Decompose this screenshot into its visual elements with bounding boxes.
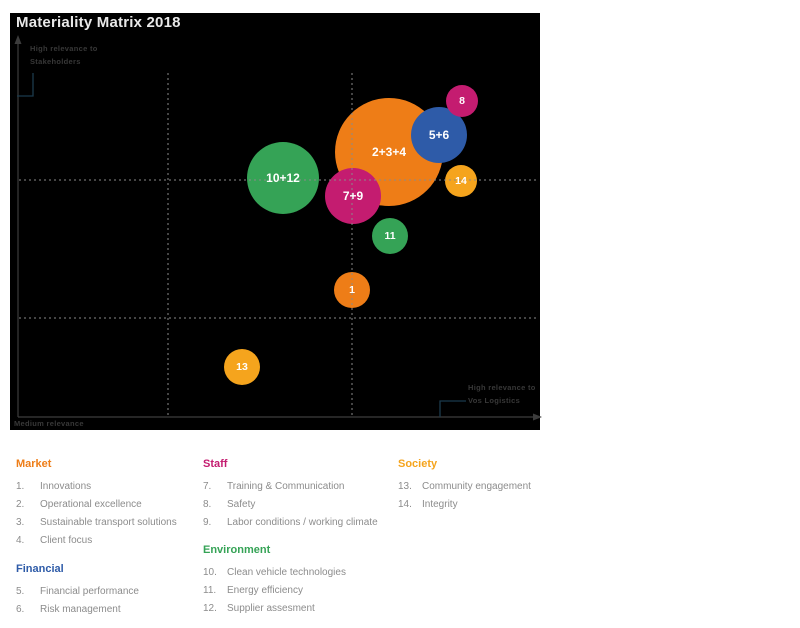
legend-item-number: 14. xyxy=(398,499,412,510)
legend-item-text: Community engagement xyxy=(422,481,531,492)
legend-item-text: Labor conditions / working climate xyxy=(227,517,378,528)
bubble-label-2+3+4: 2+3+4 xyxy=(372,145,406,159)
bubble-label-5+6: 5+6 xyxy=(429,128,450,142)
legend-header-staff: Staff xyxy=(203,458,228,470)
legend-item-9: 9. Labor conditions / working climate xyxy=(203,514,378,532)
legend-section-environment: Environment 10. Clean vehicle technologies… xyxy=(203,543,346,618)
legend-item-text: Clean vehicle technologies xyxy=(227,567,346,578)
bubble-14 xyxy=(445,165,477,197)
legend-item-number: 6. xyxy=(16,604,25,615)
chart-title: Materiality Matrix 2018 xyxy=(16,14,181,31)
legend-header-society: Society xyxy=(398,458,438,470)
x-axis-label-line1: High relevance to xyxy=(468,383,536,392)
legend-item-14: 14. Integrity xyxy=(398,496,531,514)
legend-item-6: 6. Risk management xyxy=(16,601,139,619)
legend-item-text: Supplier assesment xyxy=(227,603,315,614)
legend-section-staff: Staff 7. Training & Communication 8. Safety 9… xyxy=(203,457,378,532)
bubble-label-10+12: 10+12 xyxy=(266,171,300,185)
legend-item-number: 5. xyxy=(16,586,25,597)
legend-item-number: 3. xyxy=(16,517,25,528)
legend-item-1: 1. Innovations xyxy=(16,478,177,496)
legend-item-10: 10. Clean vehicle technologies xyxy=(203,564,346,582)
legend-section-society: Society 13. Community engagement 14. Integri… xyxy=(398,457,531,514)
legend-item-13: 13. Community engagement xyxy=(398,478,531,496)
axis-break-mark-2 xyxy=(439,400,466,417)
legend-item-11: 11. Energy efficiency xyxy=(203,582,346,600)
bubble-5+6 xyxy=(411,107,467,163)
bubble-8 xyxy=(446,85,478,117)
legend-header-environment: Environment xyxy=(203,544,271,556)
legend-item-number: 10. xyxy=(203,567,217,578)
legend-item-text: Integrity xyxy=(422,499,458,510)
legend-item-text: Client focus xyxy=(40,535,93,546)
y-axis-label: High relevance to Stakeholders xyxy=(30,42,98,68)
bubble-10+12 xyxy=(247,142,319,214)
legend-item-number: 4. xyxy=(16,535,25,546)
legend-item-number: 1. xyxy=(16,481,25,492)
legend-item-text: Operational excellence xyxy=(40,499,142,510)
legend-item-text: Sustainable transport solutions xyxy=(40,517,177,528)
bubble-label-14: 14 xyxy=(455,175,467,187)
x-axis-label-line2: Vos Logistics xyxy=(468,396,521,405)
bubble-label-11: 11 xyxy=(384,230,395,242)
legend-item-7: 7. Training & Communication xyxy=(203,478,378,496)
legend-item-4: 4. Client focus xyxy=(16,532,177,550)
y-axis-arrow-icon xyxy=(14,35,22,44)
legend-item-2: 2. Operational excellence xyxy=(16,496,177,514)
bubble-11 xyxy=(372,218,408,254)
y-axis-label-line2: Stakeholders xyxy=(30,57,81,66)
legend-section-financial: Financial 5. Financial performance 6. Risk m… xyxy=(16,562,139,619)
legend-item-number: 7. xyxy=(203,481,212,492)
legend-item-text: Risk management xyxy=(40,604,121,615)
bubble-label-8: 8 xyxy=(459,95,465,107)
legend-item-text: Innovations xyxy=(40,481,92,492)
legend-item-number: 8. xyxy=(203,499,212,510)
legend-item-text: Training & Communication xyxy=(227,481,345,492)
bubble-label-7+9: 7+9 xyxy=(343,189,364,203)
x-axis-arrow-icon xyxy=(533,413,542,421)
legend-item-text: Safety xyxy=(227,499,256,510)
legend-item-text: Energy efficiency xyxy=(227,585,303,596)
axis-break-mark-1 xyxy=(17,73,34,97)
bubble-label-13: 13 xyxy=(236,361,248,373)
legend-item-number: 12. xyxy=(203,603,217,614)
legend-item-3: 3. Sustainable transport solutions xyxy=(16,514,177,532)
legend-item-5: 5. Financial performance xyxy=(16,583,139,601)
legend-item-number: 9. xyxy=(203,517,212,528)
legend-item-number: 2. xyxy=(16,499,25,510)
legend-item-text: Financial performance xyxy=(40,586,139,597)
bubble-13 xyxy=(224,349,260,385)
legend-section-market: Market 1. Innovations 2. Operational excelle… xyxy=(16,457,177,550)
plot-panel xyxy=(10,13,540,430)
origin-axis-label: Medium relevance xyxy=(14,419,84,428)
bubble-label-1: 1 xyxy=(349,284,355,296)
legend-item-12: 12. Supplier assesment xyxy=(203,600,346,618)
legend-item-number: 11. xyxy=(203,585,217,596)
x-axis-label: High relevance to Vos Logistics xyxy=(468,381,536,407)
y-axis-label-line1: High relevance to xyxy=(30,44,98,53)
legend-item-8: 8. Safety xyxy=(203,496,378,514)
legend-header-market: Market xyxy=(16,458,52,470)
legend-header-financial: Financial xyxy=(16,563,64,575)
bubble-7+9 xyxy=(325,168,381,224)
legend-item-number: 13. xyxy=(398,481,412,492)
